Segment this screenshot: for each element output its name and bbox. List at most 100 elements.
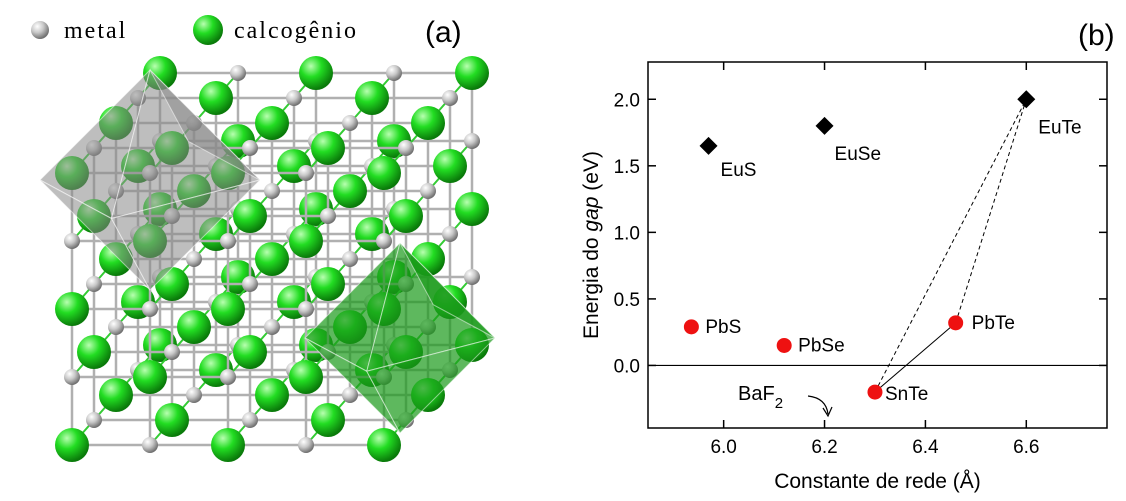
metal-atom [342,115,358,131]
metal-atom [142,437,158,453]
annotation-part: 2 [775,395,783,412]
connector [875,323,956,392]
metal-atom [142,301,158,317]
y-axis-label: Energia do gap (eV) [580,151,603,339]
chalcogen-atom [177,310,211,344]
x-tick-label: 6.4 [912,437,939,458]
chalcogen-atom [199,81,233,115]
metal-atom [442,226,458,242]
data-point [1017,90,1035,108]
metal-atom [242,412,258,428]
metal-atom [86,276,102,292]
chalcogen-atom [333,174,367,208]
chalcogen-atom [255,378,289,412]
chalcogen-atom [133,360,167,394]
chalcogen-atom [77,335,111,369]
chalcogen-atom [155,403,189,437]
y-tick-label: 0.0 [614,356,640,377]
crystal-structure [40,56,495,462]
metal-atom [264,183,280,199]
data-point [816,117,834,135]
metal-atom [220,233,236,249]
chalcogen-atom [99,378,133,412]
point-label: PbSe [798,335,844,356]
metal-atom [464,269,480,285]
chalcogen-atom [311,267,345,301]
y-axis-label-part: (eV) [580,151,603,197]
metal-atom [420,183,436,199]
metal-atom [186,251,202,267]
legend-metal-icon [31,21,49,39]
chalcogen-atom [233,199,267,233]
metal-atom [242,276,258,292]
x-axis-label: Constante de rede (Å) [774,470,981,493]
chalcogen-atom [455,56,489,90]
chalcogen-atom [311,403,345,437]
point-label: SnTe [885,384,928,405]
metal-atom [298,301,314,317]
y-tick-label: 2.0 [614,90,640,111]
y-tick-label: 0.5 [614,290,640,311]
chalcogen-atom [55,292,89,326]
point-label: EuSe [835,144,881,165]
chalcogen-atom [433,149,467,183]
metal-atom [64,233,80,249]
metal-atom [342,387,358,403]
y-tick-label: 1.5 [614,157,640,178]
chalcogen-atom [289,224,323,258]
y-axis-label-part: Energia do [580,232,603,339]
chalcogen-atom [211,292,245,326]
chart-b: 6.0 6.2 6.4 6.6 0.0 0.5 1.0 1.5 2.0 Constante de … [580,62,1107,493]
annotation-part: BaF [738,383,775,405]
chalcogen-atom [233,335,267,369]
metal-atom [464,133,480,149]
metal-atom [64,369,80,385]
chalcogen-atom [411,106,445,140]
x-tick-label: 6.0 [710,437,736,458]
chalcogen-atom [311,131,345,165]
metal-atom [186,387,202,403]
point-label: EuS [721,160,757,181]
chalcogen-atom [255,242,289,276]
chalcogen-atom [355,81,389,115]
connector [875,99,1026,392]
panel-label: (a) [425,16,462,49]
point-label: EuTe [1038,117,1081,138]
metal-atom [398,140,414,156]
metal-atom [386,65,402,81]
chalcogen-atom [299,56,333,90]
metal-atom [220,369,236,385]
chalcogen-atom [367,156,401,190]
metal-atom [108,319,124,335]
metal-atom [320,208,336,224]
metal-atom [442,90,458,106]
data-point [700,137,718,155]
metal-atom [264,319,280,335]
metal-atom [376,233,392,249]
metal-atom [286,90,302,106]
chalcogen-atom [255,106,289,140]
chalcogen-atom [455,192,489,226]
x-tick-label: 6.6 [1013,437,1039,458]
legend-chalcogen-icon [193,15,223,45]
y-tick-label: 1.0 [614,223,640,244]
x-tick-label: 6.2 [811,437,837,458]
point-label: PbTe [972,313,1015,334]
y-axis-label-part: gap [580,197,603,232]
data-point [867,385,882,400]
metal-atom [230,65,246,81]
chalcogen-atom [211,428,245,462]
panel-label: (b) [1078,19,1115,52]
point-label: PbS [705,317,741,338]
data-point [684,319,699,334]
metal-atom [164,344,180,360]
chalcogen-atom [55,428,89,462]
metal-atom [242,140,258,156]
metal-atom [342,251,358,267]
metal-atom [298,165,314,181]
chalcogen-atom [389,199,423,233]
chalcogen-atom [367,428,401,462]
data-point [948,315,963,330]
data-point [777,338,792,353]
chalcogen-atom [289,360,323,394]
